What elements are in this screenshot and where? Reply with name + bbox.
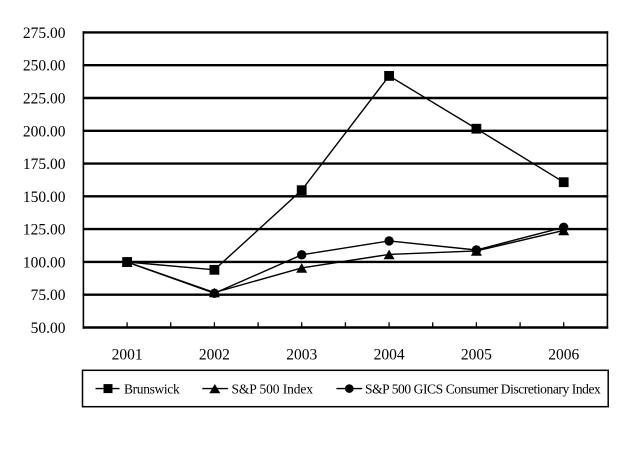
svg-text:2003: 2003 bbox=[286, 346, 317, 363]
svg-text:2006: 2006 bbox=[548, 346, 579, 363]
svg-text:225.00: 225.00 bbox=[23, 91, 66, 108]
svg-text:2002: 2002 bbox=[199, 346, 230, 363]
svg-text:250.00: 250.00 bbox=[23, 58, 66, 75]
svg-text:175.00: 175.00 bbox=[23, 156, 66, 173]
svg-text:Brunswick: Brunswick bbox=[124, 381, 180, 396]
svg-text:2004: 2004 bbox=[374, 346, 405, 363]
svg-text:150.00: 150.00 bbox=[23, 189, 66, 206]
svg-text:100.00: 100.00 bbox=[23, 254, 66, 271]
svg-text:275.00: 275.00 bbox=[23, 25, 66, 42]
svg-text:2001: 2001 bbox=[112, 346, 143, 363]
svg-text:125.00: 125.00 bbox=[23, 222, 66, 239]
svg-text:S&P 500 Index: S&P 500 Index bbox=[232, 381, 314, 396]
svg-text:200.00: 200.00 bbox=[23, 123, 66, 140]
svg-text:75.00: 75.00 bbox=[31, 287, 66, 304]
svg-text:S&P 500 GICS Consumer Discreti: S&P 500 GICS Consumer Discretionary Inde… bbox=[365, 381, 601, 396]
svg-text:50.00: 50.00 bbox=[31, 320, 66, 337]
svg-text:2005: 2005 bbox=[461, 346, 492, 363]
